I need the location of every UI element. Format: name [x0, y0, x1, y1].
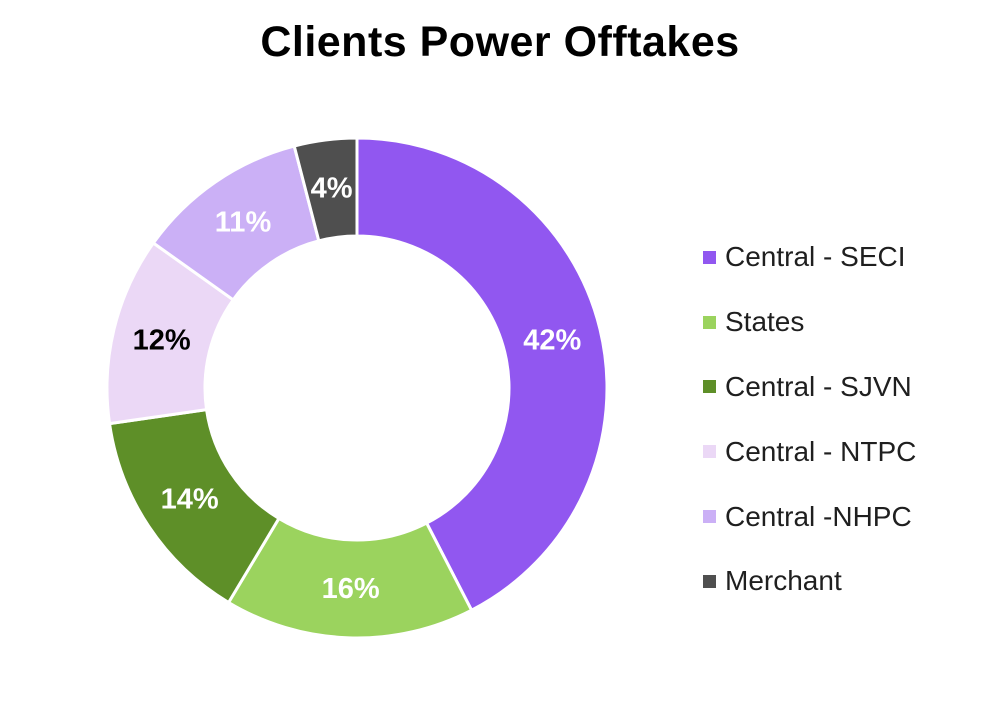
- legend-item-central-nhpc: Central -NHPC: [703, 484, 916, 549]
- legend-swatch: [703, 510, 716, 524]
- data-label-states: 16%: [322, 573, 380, 605]
- data-label-merchant: 4%: [311, 173, 353, 205]
- data-label-central-sjvn: 14%: [161, 483, 219, 515]
- legend-label: Central - SECI: [725, 241, 906, 273]
- legend-item-central-ntpc: Central - NTPC: [703, 419, 916, 484]
- donut-slice-merchant: [292, 136, 359, 243]
- donut-slice-central-seci: [355, 136, 609, 613]
- legend-swatch: [703, 380, 716, 394]
- data-label-central-seci: 42%: [523, 325, 581, 357]
- legend-item-merchant: Merchant: [703, 549, 916, 614]
- legend-item-central-seci: Central - SECI: [703, 225, 916, 290]
- legend-label: States: [725, 306, 805, 338]
- legend-label: Central -NHPC: [725, 500, 912, 532]
- legend-swatch: [703, 315, 716, 329]
- legend-label: Merchant: [725, 565, 842, 597]
- data-label-central-ntpc: 12%: [133, 325, 191, 357]
- chart-title: Clients Power Offtakes: [260, 18, 740, 66]
- data-label-central-nhpc: 11%: [215, 206, 272, 238]
- chart-legend: Central - SECI States Central - SJVN Centra…: [703, 225, 916, 614]
- legend-label: Central - NTPC: [725, 435, 917, 467]
- legend-label: Central - SJVN: [725, 370, 912, 402]
- legend-item-states: States: [703, 290, 916, 355]
- legend-swatch: [703, 445, 716, 459]
- legend-swatch: [703, 250, 716, 264]
- legend-swatch: [703, 574, 716, 588]
- legend-item-central-sjvn: Central - SJVN: [703, 355, 916, 420]
